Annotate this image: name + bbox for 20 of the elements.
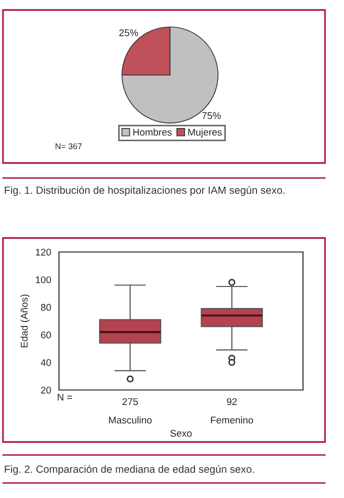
text: N= 367 [56, 143, 82, 150]
x-tick-label: Masculino [109, 416, 152, 424]
x-axis-title: Sexo [170, 430, 192, 437]
y-tick-label: 20 [41, 386, 51, 394]
caption: Fig. 1. Distribución de hospitalizaciones por IAM según sexo. [4, 186, 284, 196]
y-tick-label: 60 [41, 332, 51, 338]
legend-label: Mujeres [188, 128, 222, 138]
y-tick-label: 80 [40, 304, 51, 311]
text: 92 [226, 398, 237, 406]
y-tick-label: 120 [36, 248, 51, 256]
legend-label: Hombres [133, 128, 172, 136]
caption: Fig. 2. Comparación de mediana de edad según sexo. [4, 465, 254, 475]
y-tick-label: 100 [36, 276, 51, 284]
text: 275 [122, 398, 138, 406]
text: N = [58, 394, 72, 401]
y-tick-label: 40 [40, 359, 51, 366]
data-label: 25% [119, 29, 138, 36]
y-axis-title: Edad (Años) [20, 294, 30, 348]
data-label: 75% [202, 112, 221, 120]
x-tick-label: Femenino [211, 416, 254, 424]
